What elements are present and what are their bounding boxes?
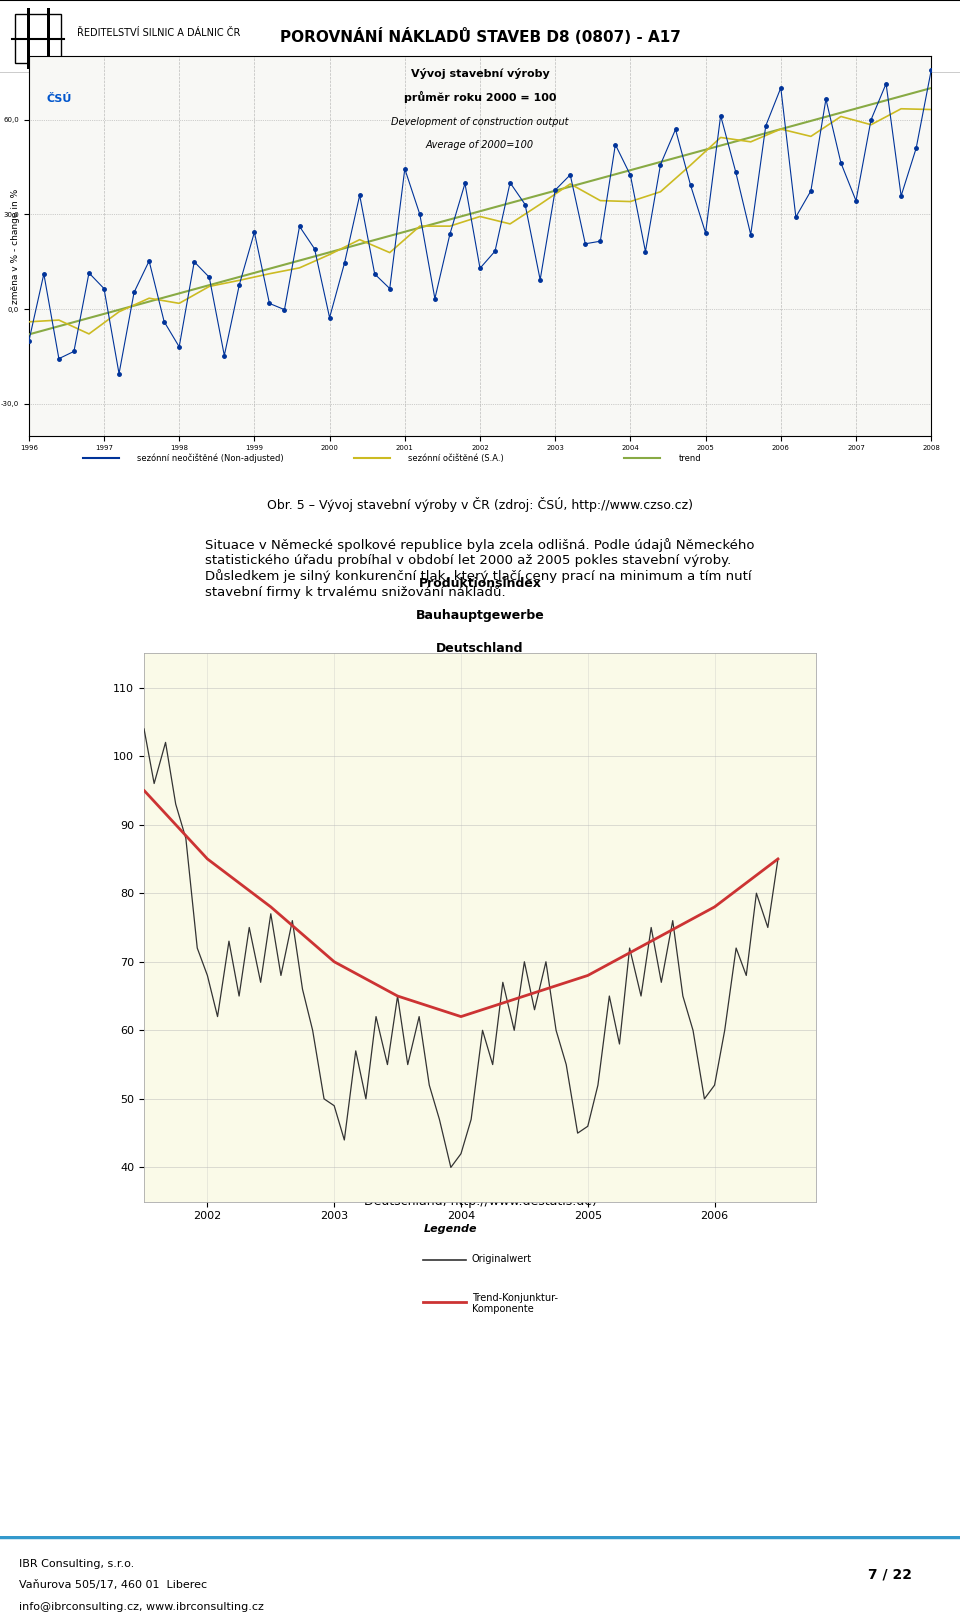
Text: ČSÚ: ČSÚ bbox=[47, 95, 72, 105]
Bar bbox=[15, 15, 61, 63]
Text: Originalwert und Trend: Originalwert und Trend bbox=[356, 756, 475, 766]
Text: Situace v Německé spolkové republice byla zcela odlišná. Podle údajů Německého
s: Situace v Německé spolkové republice byl… bbox=[205, 537, 755, 598]
Text: Trend-Konjunktur-
Komponente: Trend-Konjunktur- Komponente bbox=[472, 1294, 558, 1315]
Text: změna v % - change in %: změna v % - change in % bbox=[11, 189, 20, 303]
Text: Average of 2000=100: Average of 2000=100 bbox=[426, 140, 534, 150]
Text: sezónní očištěné (S.A.): sezónní očištěné (S.A.) bbox=[408, 453, 504, 463]
Text: sezónní neočištěné (Non-adjusted): sezónní neočištěné (Non-adjusted) bbox=[137, 453, 284, 463]
Text: Grafik :: Grafik : bbox=[152, 719, 193, 729]
Text: Wert: Wert bbox=[378, 719, 404, 729]
Text: ŘEDITELSTVÍ SILNIC A DÁLNIC ČR: ŘEDITELSTVÍ SILNIC A DÁLNIC ČR bbox=[77, 27, 240, 37]
Text: průměr roku 2000 = 100: průměr roku 2000 = 100 bbox=[404, 90, 556, 103]
Text: trend: trend bbox=[679, 453, 701, 463]
Text: info@ibrconsulting.cz, www.ibrconsulting.cz: info@ibrconsulting.cz, www.ibrconsulting… bbox=[19, 1602, 264, 1611]
Text: Vaňurova 505/17, 460 01  Liberec: Vaňurova 505/17, 460 01 Liberec bbox=[19, 1581, 207, 1590]
Text: Obr. 6 – Vývoj stavební výroby v Německu (zdroj: Statistisches Bundesamt
Deutsch: Obr. 6 – Vývoj stavební výroby v Německu… bbox=[247, 1179, 713, 1208]
Text: Deutschland: Deutschland bbox=[436, 642, 524, 655]
Text: Development of construction output: Development of construction output bbox=[392, 118, 568, 127]
Text: IBR Consulting, s.r.o.: IBR Consulting, s.r.o. bbox=[19, 1558, 134, 1569]
Text: 7 / 22: 7 / 22 bbox=[868, 1568, 912, 1581]
Text: 2000 = 100: 2000 = 100 bbox=[445, 673, 515, 686]
Text: Obr. 5 – Vývoj stavební výroby v ČR (zdroj: ČSÚ, http://www.czso.cz): Obr. 5 – Vývoj stavební výroby v ČR (zdr… bbox=[267, 497, 693, 513]
Text: Originalwert: Originalwert bbox=[472, 1255, 532, 1265]
Text: Bauhauptgewerbe: Bauhauptgewerbe bbox=[416, 610, 544, 623]
Bar bbox=[27, 8, 30, 69]
Text: Produktionsindex: Produktionsindex bbox=[419, 577, 541, 590]
Text: Obr. 4 – Grafický vývoj cen v období 2004-2006 (zdroj: ŘSD ČR,  „Měrné ceny 2006: Obr. 4 – Grafický vývoj cen v období 200… bbox=[151, 105, 809, 123]
Bar bbox=[47, 8, 50, 69]
Text: Veränderung in %: Veränderung in % bbox=[539, 719, 638, 729]
Text: Vývoj stavební výroby: Vývoj stavební výroby bbox=[411, 68, 549, 79]
Circle shape bbox=[348, 721, 365, 742]
Text: Legende: Legende bbox=[423, 1224, 477, 1234]
Text: POROVNÁNÍ NÁKLADŮ STAVEB D8 (0807) - A17: POROVNÁNÍ NÁKLADŮ STAVEB D8 (0807) - A17 bbox=[279, 27, 681, 45]
